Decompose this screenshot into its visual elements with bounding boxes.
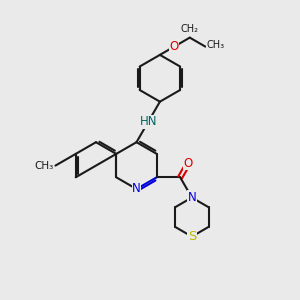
Text: HN: HN <box>140 116 157 128</box>
Text: N: N <box>132 182 141 196</box>
Text: O: O <box>169 40 179 53</box>
Text: CH₃: CH₃ <box>35 160 54 171</box>
Text: N: N <box>188 191 196 204</box>
Text: S: S <box>188 230 196 243</box>
Text: CH₂: CH₂ <box>181 24 199 34</box>
Text: CH₃: CH₃ <box>207 40 225 50</box>
Text: O: O <box>184 157 193 169</box>
